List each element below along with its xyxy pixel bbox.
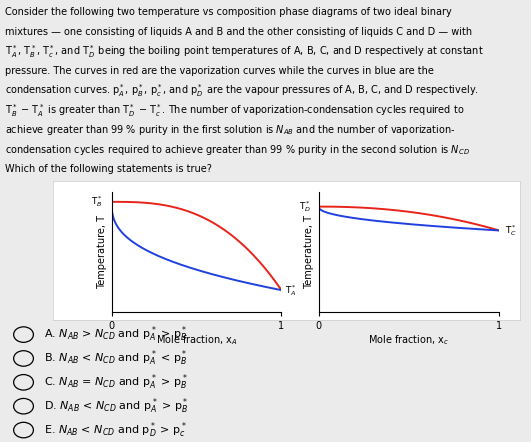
Text: Consider the following two temperature vs composition phase diagrams of two idea: Consider the following two temperature v… — [5, 7, 452, 17]
Text: T$_B^*$ − T$_A^*$ is greater than T$_D^*$ − T$_c^*$. The number of vaporization-: T$_B^*$ − T$_A^*$ is greater than T$_D^*… — [5, 102, 465, 118]
Text: achieve greater than 99 % purity in the first solution is $\mathbf{\mathit{N_{AB: achieve greater than 99 % purity in the … — [5, 123, 456, 137]
Y-axis label: Temperature, T: Temperature, T — [97, 215, 107, 289]
Text: mixtures — one consisting of liquids A and B and the other consisting of liquids: mixtures — one consisting of liquids A a… — [5, 27, 473, 37]
Text: condensation cycles required to achieve greater than 99 % purity in the second s: condensation cycles required to achieve … — [5, 142, 470, 156]
Text: pressure. The curves in red are the vaporization curves while the curves in blue: pressure. The curves in red are the vapo… — [5, 66, 434, 76]
X-axis label: Mole fraction, x$_c$: Mole fraction, x$_c$ — [368, 333, 450, 347]
Y-axis label: Temperature, T: Temperature, T — [304, 215, 314, 289]
Text: A. $\mathbf{\mathit{N_{AB}}}$ > $\mathbf{\mathit{N_{CD}}}$ and p$_A^*$ > p$_B^*$: A. $\mathbf{\mathit{N_{AB}}}$ > $\mathbf… — [45, 325, 188, 344]
Text: T$_C^*$: T$_C^*$ — [504, 223, 517, 238]
Text: D. $\mathbf{\mathit{N_{AB}}}$ < $\mathbf{\mathit{N_{CD}}}$ and p$_A^*$ > p$_B^*$: D. $\mathbf{\mathit{N_{AB}}}$ < $\mathbf… — [45, 396, 189, 416]
Text: E. $\mathbf{\mathit{N_{AB}}}$ < $\mathbf{\mathit{N_{CD}}}$ and p$_D^*$ > p$_c^*$: E. $\mathbf{\mathit{N_{AB}}}$ < $\mathbf… — [45, 420, 187, 440]
Text: B. $\mathbf{\mathit{N_{AB}}}$ < $\mathbf{\mathit{N_{CD}}}$ and p$_A^*$ < p$_B^*$: B. $\mathbf{\mathit{N_{AB}}}$ < $\mathbf… — [45, 349, 188, 368]
Text: Which of the following statements is true?: Which of the following statements is tru… — [5, 164, 212, 174]
Text: T$_A^*$, T$_B^*$, T$_c^*$, and T$_D^*$ being the boiling point temperatures of A: T$_A^*$, T$_B^*$, T$_c^*$, and T$_D^*$ b… — [5, 43, 484, 60]
Text: T$_A^*$: T$_A^*$ — [285, 283, 297, 297]
Text: T$_B^*$: T$_B^*$ — [91, 194, 103, 209]
Text: T$_D^*$: T$_D^*$ — [299, 199, 311, 214]
Text: C. $\mathbf{\mathit{N_{AB}}}$ = $\mathbf{\mathit{N_{CD}}}$ and p$_A^*$ > p$_B^*$: C. $\mathbf{\mathit{N_{AB}}}$ = $\mathbf… — [45, 373, 188, 392]
X-axis label: Mole fraction, x$_A$: Mole fraction, x$_A$ — [156, 333, 237, 347]
Text: condensation curves. p$_A^*$, p$_B^*$, p$_c^*$, and p$_D^*$ are the vapour press: condensation curves. p$_A^*$, p$_B^*$, p… — [5, 82, 479, 99]
